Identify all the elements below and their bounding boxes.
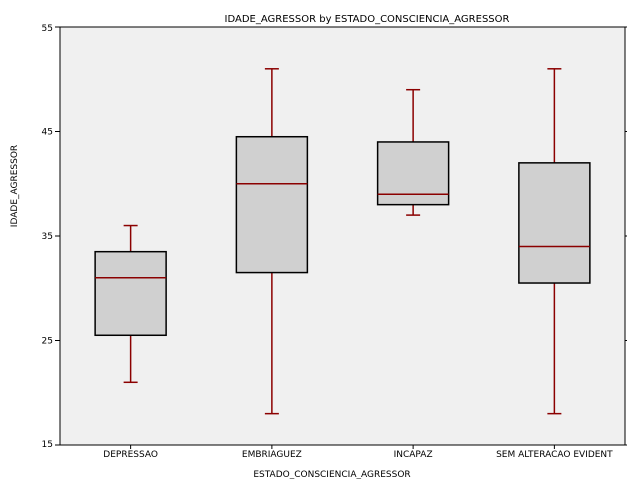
box-group <box>94 68 591 415</box>
x-tick-label: EMBRIAGUEZ <box>242 450 302 460</box>
box-iqr <box>376 141 450 206</box>
x-axis: DEPRESSAO EMBRIAGUEZ INCAPAZ SEM ALTERACAO … <box>103 445 613 460</box>
y-tick-label: 55 <box>42 24 53 34</box>
y-axis: 15 25 35 45 55 <box>42 24 627 450</box>
x-tick-label: DEPRESSAO <box>103 450 158 460</box>
chart-title: IDADE_AGRESSOR by ESTADO_CONSCIENCIA_AGR… <box>225 14 510 25</box>
y-tick-label: 15 <box>42 440 53 450</box>
x-tick-label: SEM ALTERACAO EVIDENT <box>496 450 613 460</box>
box-iqr <box>235 135 309 274</box>
box-iqr <box>94 250 167 337</box>
y-axis-label: IDADE_AGRESSOR <box>10 145 20 227</box>
y-tick-label: 35 <box>42 232 53 242</box>
x-axis-label: ESTADO_CONSCIENCIA_AGRESSOR <box>253 470 410 479</box>
y-tick-label: 25 <box>42 337 53 347</box>
box-iqr <box>518 162 591 284</box>
y-tick-label: 45 <box>42 128 53 138</box>
x-tick-label: INCAPAZ <box>394 450 433 460</box>
